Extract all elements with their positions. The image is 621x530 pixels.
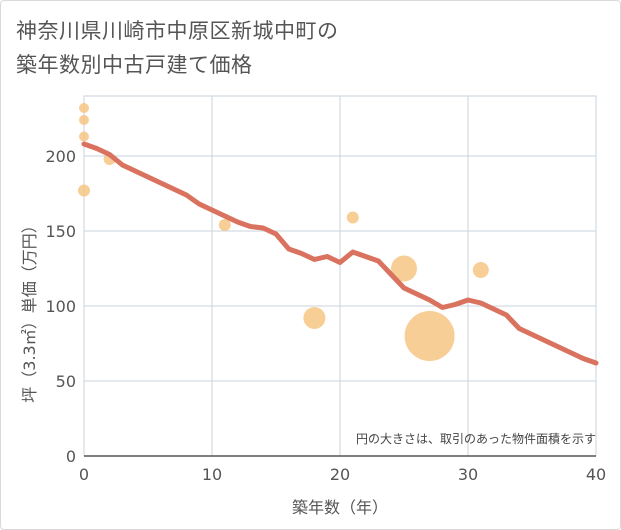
y-tick-label: 200 xyxy=(45,147,76,166)
trend-series xyxy=(81,141,599,366)
bubble-series xyxy=(78,103,489,361)
y-tick-label: 0 xyxy=(66,447,76,466)
trend-line xyxy=(81,141,599,366)
x-tick-label: 20 xyxy=(330,465,350,484)
x-tick-label: 40 xyxy=(586,465,606,484)
bubble-point xyxy=(404,311,455,361)
chart-title: 神奈川県川崎市中原区新城中町の 築年数別中古戸建て価格 xyxy=(16,14,339,82)
x-tick-label: 10 xyxy=(202,465,222,484)
bubble-point xyxy=(78,184,90,197)
tick-labels: 0 10 20 30 40 0 50 100 150 200 xyxy=(45,147,606,484)
y-axis-label: 坪（3.3㎡）単価（万円） xyxy=(20,217,39,402)
bubble-point xyxy=(303,307,326,329)
y-tick-label: 50 xyxy=(56,372,76,391)
y-tick-label: 100 xyxy=(45,297,76,316)
size-note: 円の大きさは、取引のあった物件面積を示す xyxy=(356,431,596,446)
x-axis-label: 築年数（年） xyxy=(292,498,388,517)
grid xyxy=(83,95,597,457)
bubble-point xyxy=(79,131,89,142)
bubble-point xyxy=(472,262,489,278)
chart-title-line2: 築年数別中古戸建て価格 xyxy=(16,53,253,77)
bubble-point xyxy=(79,103,89,113)
x-tick-label: 30 xyxy=(458,465,478,484)
x-tick-label: 0 xyxy=(79,465,89,484)
bubble-point xyxy=(79,115,89,125)
y-tick-label: 150 xyxy=(45,222,76,241)
chart-title-line1: 神奈川県川崎市中原区新城中町の xyxy=(16,19,339,43)
bubble-point xyxy=(391,255,417,282)
bubble-point xyxy=(218,219,231,231)
bubble-point xyxy=(346,211,359,224)
